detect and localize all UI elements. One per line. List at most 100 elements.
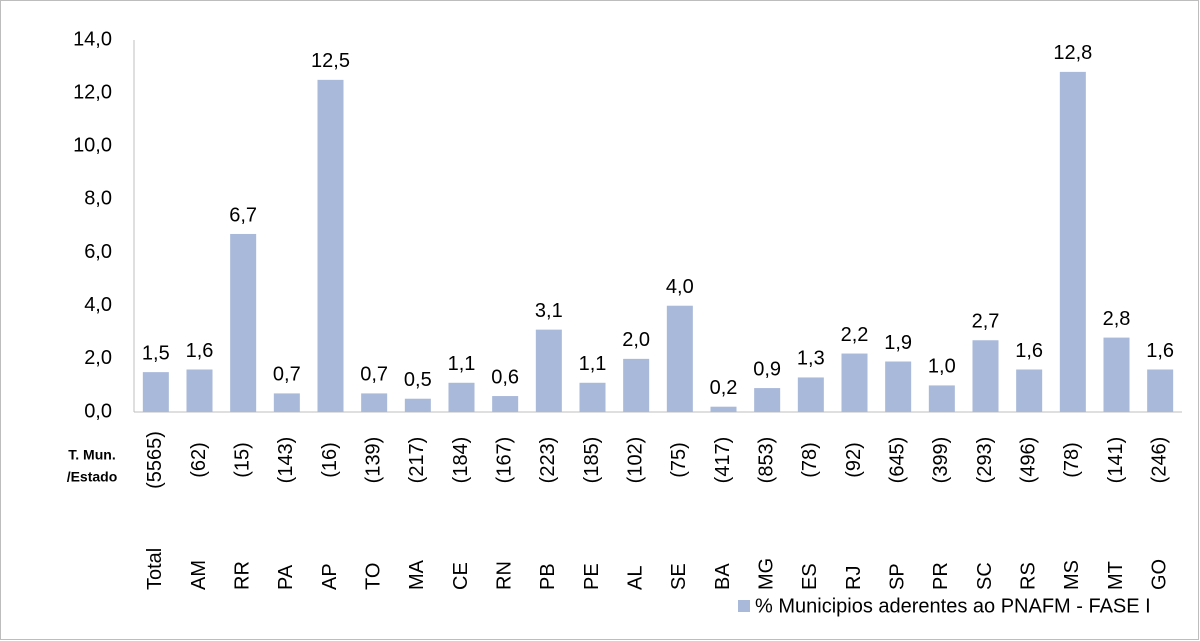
x-tick-label: RS: [1017, 562, 1039, 590]
x-tick-label: BA: [712, 563, 734, 590]
x-tick-label: AP: [319, 563, 341, 590]
bar: [1103, 337, 1130, 412]
x-tick-label: RJ: [843, 566, 865, 590]
data-label: 1,1: [579, 353, 607, 375]
bar: [972, 340, 999, 412]
y-tick-label: 14,0: [73, 28, 112, 50]
count-label: (417): [712, 437, 734, 484]
y-tick-label: 6,0: [84, 241, 112, 263]
x-tick-label: MT: [1105, 561, 1127, 590]
count-label: (78): [799, 442, 821, 478]
data-label: 1,6: [1146, 340, 1174, 362]
bar: [797, 377, 824, 412]
x-tick-label: SP: [886, 563, 908, 590]
count-label: (92): [843, 442, 865, 478]
x-tick-label: PE: [581, 563, 603, 590]
bar: [186, 369, 213, 412]
data-label: 1,3: [797, 348, 825, 370]
bar: [535, 329, 562, 412]
data-label: 2,8: [1103, 308, 1131, 330]
data-label: 1,1: [448, 353, 476, 375]
count-label: (139): [362, 437, 384, 484]
x-tick-label: GO: [1148, 559, 1170, 590]
bar: [273, 393, 300, 412]
count-label: (78): [1061, 442, 1083, 478]
y-tick-label: 8,0: [84, 188, 112, 210]
y-tick-label: 10,0: [73, 135, 112, 157]
x-tick-label: SE: [668, 563, 690, 590]
x-tick-label: AM: [188, 560, 210, 590]
data-label: 0,2: [710, 377, 738, 399]
data-label: 0,6: [491, 366, 519, 388]
count-label: (143): [275, 437, 297, 484]
x-tick-label: ES: [799, 563, 821, 590]
x-tick-label: MS: [1061, 560, 1083, 590]
bar: [1016, 369, 1043, 412]
bar: [754, 388, 781, 412]
x-tick-label: TO: [362, 563, 384, 590]
x-tick-label: AL: [624, 566, 646, 590]
count-label: (223): [537, 437, 559, 484]
data-label: 1,6: [1015, 340, 1043, 362]
data-label: 1,9: [884, 332, 912, 354]
data-label: 1,0: [928, 356, 956, 378]
legend-swatch: [738, 600, 750, 612]
data-label: 0,7: [273, 364, 301, 386]
bar: [361, 393, 388, 412]
legend-label: % Municipios aderentes ao PNAFM - FASE I: [755, 595, 1151, 617]
counts-label: T. Mun.: [68, 447, 115, 463]
x-tick-label: PA: [275, 564, 297, 590]
count-label: (184): [450, 437, 472, 484]
counts-label: /Estado: [67, 469, 118, 485]
bar: [928, 385, 955, 412]
count-label: (496): [1017, 437, 1039, 484]
data-label: 12,5: [311, 50, 350, 72]
x-tick-label: PR: [930, 562, 952, 590]
data-label: 2,2: [841, 324, 869, 346]
x-tick-label: SC: [974, 562, 996, 590]
count-label: (102): [624, 437, 646, 484]
x-tick-label: RR: [231, 561, 253, 590]
y-tick-label: 0,0: [84, 400, 112, 422]
count-label: (141): [1105, 437, 1127, 484]
count-label: (62): [188, 442, 210, 478]
data-label: 12,8: [1053, 42, 1092, 64]
count-label: (5565): [144, 431, 166, 489]
x-tick-label: RN: [493, 561, 515, 590]
bar: [710, 406, 737, 412]
count-label: (185): [581, 437, 603, 484]
bar: [448, 382, 475, 412]
bar: [579, 382, 606, 412]
data-label: 2,7: [972, 311, 1000, 333]
bar: [492, 396, 519, 412]
x-tick-label: PB: [537, 563, 559, 590]
count-label: (75): [668, 442, 690, 478]
data-label: 6,7: [229, 204, 257, 226]
bar: [885, 361, 912, 412]
data-label: 1,6: [186, 340, 214, 362]
bar: [841, 353, 868, 412]
y-tick-label: 12,0: [73, 81, 112, 103]
data-label: 2,0: [622, 329, 650, 351]
data-label: 0,7: [360, 364, 388, 386]
x-tick-label: MA: [406, 559, 428, 590]
bar: [1147, 369, 1174, 412]
bar: [404, 398, 431, 412]
data-label: 3,1: [535, 300, 563, 322]
bar: [142, 372, 169, 412]
bar: [623, 358, 650, 412]
count-label: (15): [231, 442, 253, 478]
y-tick-label: 2,0: [84, 347, 112, 369]
bar: [317, 79, 344, 412]
y-tick-label: 4,0: [84, 294, 112, 316]
count-label: (246): [1148, 437, 1170, 484]
bar: [1059, 71, 1086, 412]
count-label: (645): [886, 437, 908, 484]
data-label: 1,5: [142, 342, 170, 364]
x-tick-label: CE: [450, 562, 472, 590]
data-label: 0,9: [753, 358, 781, 380]
count-label: (217): [406, 437, 428, 484]
x-tick-label: Total: [144, 548, 166, 590]
count-label: (167): [493, 437, 515, 484]
